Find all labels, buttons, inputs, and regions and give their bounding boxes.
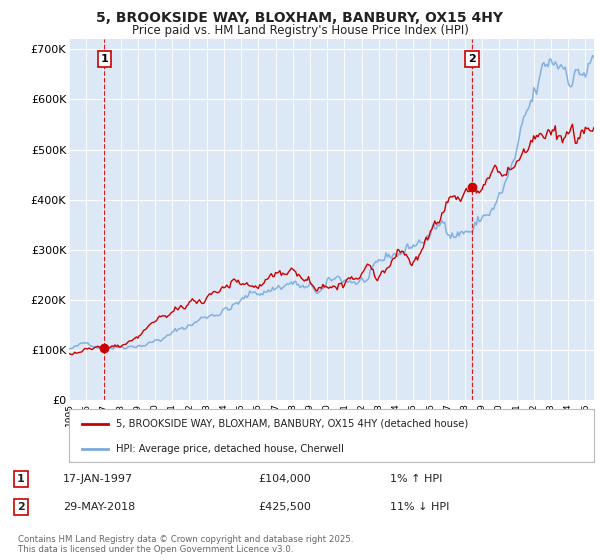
Text: 5, BROOKSIDE WAY, BLOXHAM, BANBURY, OX15 4HY (detached house): 5, BROOKSIDE WAY, BLOXHAM, BANBURY, OX15… <box>116 419 469 429</box>
Text: 2: 2 <box>17 502 25 512</box>
Text: Price paid vs. HM Land Registry's House Price Index (HPI): Price paid vs. HM Land Registry's House … <box>131 24 469 36</box>
Text: £104,000: £104,000 <box>258 474 311 484</box>
Text: 29-MAY-2018: 29-MAY-2018 <box>63 502 135 512</box>
Text: 1: 1 <box>100 54 108 64</box>
Text: 2: 2 <box>468 54 476 64</box>
Text: Contains HM Land Registry data © Crown copyright and database right 2025.
This d: Contains HM Land Registry data © Crown c… <box>18 535 353 554</box>
Text: 1% ↑ HPI: 1% ↑ HPI <box>390 474 442 484</box>
Text: HPI: Average price, detached house, Cherwell: HPI: Average price, detached house, Cher… <box>116 444 344 454</box>
Text: 1: 1 <box>17 474 25 484</box>
Text: 11% ↓ HPI: 11% ↓ HPI <box>390 502 449 512</box>
Text: 17-JAN-1997: 17-JAN-1997 <box>63 474 133 484</box>
Text: 5, BROOKSIDE WAY, BLOXHAM, BANBURY, OX15 4HY: 5, BROOKSIDE WAY, BLOXHAM, BANBURY, OX15… <box>97 11 503 25</box>
Text: £425,500: £425,500 <box>258 502 311 512</box>
